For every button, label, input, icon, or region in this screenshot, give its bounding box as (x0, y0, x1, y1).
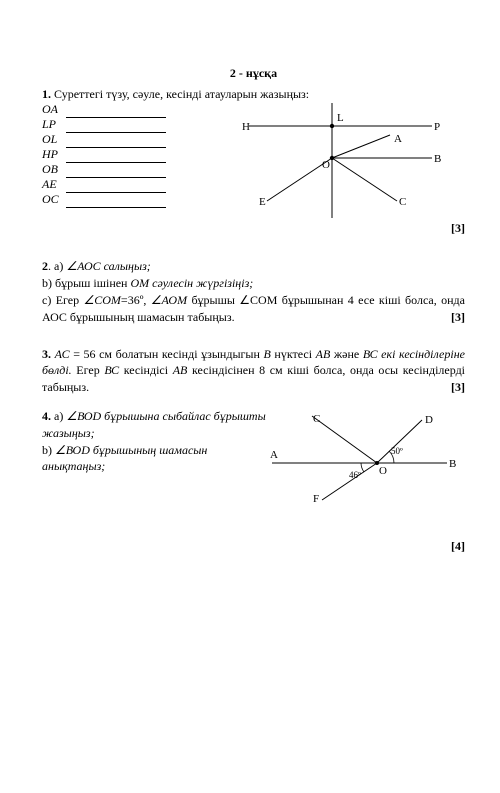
svg-text:B: B (449, 458, 456, 470)
q3-t9: Егер (76, 363, 104, 377)
variant-header: 2 - нұсқа (42, 65, 465, 82)
blank-row: LP (42, 118, 202, 133)
q4-line-b: b) ∠ВОD бұрышының шамасын анықтаңыз; (42, 442, 267, 476)
q3-t2: = 56 см болатын кесінді ұзындыгын (73, 347, 263, 361)
q2-b-italic: ОМ сәулесін жүргізіңіз; (130, 276, 253, 290)
q3-t7: ВС (363, 347, 381, 361)
svg-text:O: O (379, 465, 387, 477)
q2-a-italic: ∠АОС салыңыз; (66, 259, 150, 273)
blank-row: OL (42, 133, 202, 148)
svg-text:L: L (337, 112, 344, 124)
q4-b-pre: b) (42, 443, 55, 457)
blank-line (66, 197, 166, 208)
q3-t4: нүктесі (274, 347, 315, 361)
question-4: 4. а) ∠ВОD бұрышына сыбайлас бұрышты жаз… (42, 408, 465, 555)
q4-a-text: ∠ВОD бұрышына сыбайлас бұрышты жазыңыз; (42, 409, 266, 440)
blank-line (66, 152, 166, 163)
q3-t6: және (334, 347, 363, 361)
q2-score: [3] (451, 309, 465, 326)
svg-text:C: C (399, 196, 406, 208)
q2-a-pre: . а) (48, 259, 66, 273)
svg-text:P: P (434, 121, 440, 133)
q1-prompt-text: Суреттегі түзу, сәуле, кесінді атауларын… (51, 87, 309, 101)
blank-line (66, 107, 166, 118)
svg-text:A: A (394, 133, 402, 145)
blank-line (66, 122, 166, 133)
blank-row: AE (42, 178, 202, 193)
q3-score: [3] (451, 379, 465, 396)
q4-score: [4] (42, 538, 465, 555)
svg-text:46º: 46º (349, 470, 361, 480)
q3-t1: АС (51, 347, 73, 361)
svg-text:E: E (259, 196, 266, 208)
blank-label: OC (42, 191, 66, 208)
svg-text:A: A (270, 449, 278, 461)
page: 2 - нұсқа 1. Суреттегі түзу, сәуле, кесі… (0, 0, 500, 793)
q1-number: 1. (42, 87, 51, 101)
q3-t10: ВС (104, 363, 123, 377)
blank-row: OA (42, 103, 202, 118)
q4-line-a: 4. а) ∠ВОD бұрышына сыбайлас бұрышты жаз… (42, 408, 267, 442)
blank-row: OC (42, 193, 202, 208)
q3-t11: кесіндісі (124, 363, 173, 377)
q2-b-pre: b) бұрыш ішінен (42, 276, 130, 290)
svg-text:B: B (434, 153, 441, 165)
q2-line-a: 2. а) ∠АОС салыңыз; (42, 258, 465, 275)
svg-text:H: H (242, 121, 250, 133)
question-3: 3. АС = 56 см болатын кесінді ұзындыгын … (42, 346, 465, 396)
blank-row: HP (42, 148, 202, 163)
question-2: 2. а) ∠АОС салыңыз; b) бұрыш ішінен ОМ с… (42, 258, 465, 325)
blank-line (66, 167, 166, 178)
q4-a-pre: а) (51, 409, 66, 423)
q2-c-i1: ∠СОМ (83, 293, 120, 307)
q4-b-text: ∠ВОD бұрышының шамасын анықтаңыз; (42, 443, 207, 474)
q4-diagram: A B C D O F 50º 46º (267, 408, 465, 508)
svg-text:C: C (313, 413, 320, 425)
svg-text:D: D (425, 414, 433, 426)
blank-line (66, 182, 166, 193)
svg-text:50º: 50º (391, 446, 403, 456)
q2-line-c: c) Егер ∠СОМ=36º, ∠АОМ бұрышы ∠СОМ бұрыш… (42, 292, 465, 326)
blank-row: OB (42, 163, 202, 178)
q4-text: 4. а) ∠ВОD бұрышына сыбайлас бұрышты жаз… (42, 408, 267, 508)
q1-blanks: OA LP OL HP OB AE OC (42, 103, 202, 208)
q1-diagram: H L P A O B C E (202, 103, 465, 218)
q2-line-b: b) бұрыш ішінен ОМ сәулесін жүргізіңіз; (42, 275, 465, 292)
q3-t12: АВ (173, 363, 192, 377)
q3-t5: АВ (316, 347, 334, 361)
question-1: 1. Суреттегі түзу, сәуле, кесінді атаула… (42, 86, 465, 237)
svg-text:F: F (313, 493, 319, 505)
q2-c-t2: =36º, (121, 293, 151, 307)
blank-line (66, 137, 166, 148)
q1-prompt: 1. Суреттегі түзу, сәуле, кесінді атаула… (42, 86, 465, 103)
q2-c-t1: c) Егер (42, 293, 83, 307)
q1-score: [3] (42, 220, 465, 237)
q3-number: 3. (42, 347, 51, 361)
q4-number: 4. (42, 409, 51, 423)
q3-t3: В (264, 347, 275, 361)
svg-text:O: O (322, 159, 330, 171)
q2-c-i2: ∠АОМ (151, 293, 187, 307)
